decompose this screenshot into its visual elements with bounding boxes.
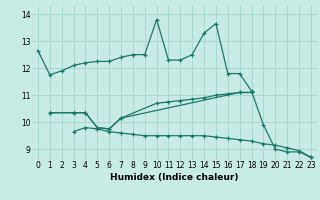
X-axis label: Humidex (Indice chaleur): Humidex (Indice chaleur) [110,173,239,182]
